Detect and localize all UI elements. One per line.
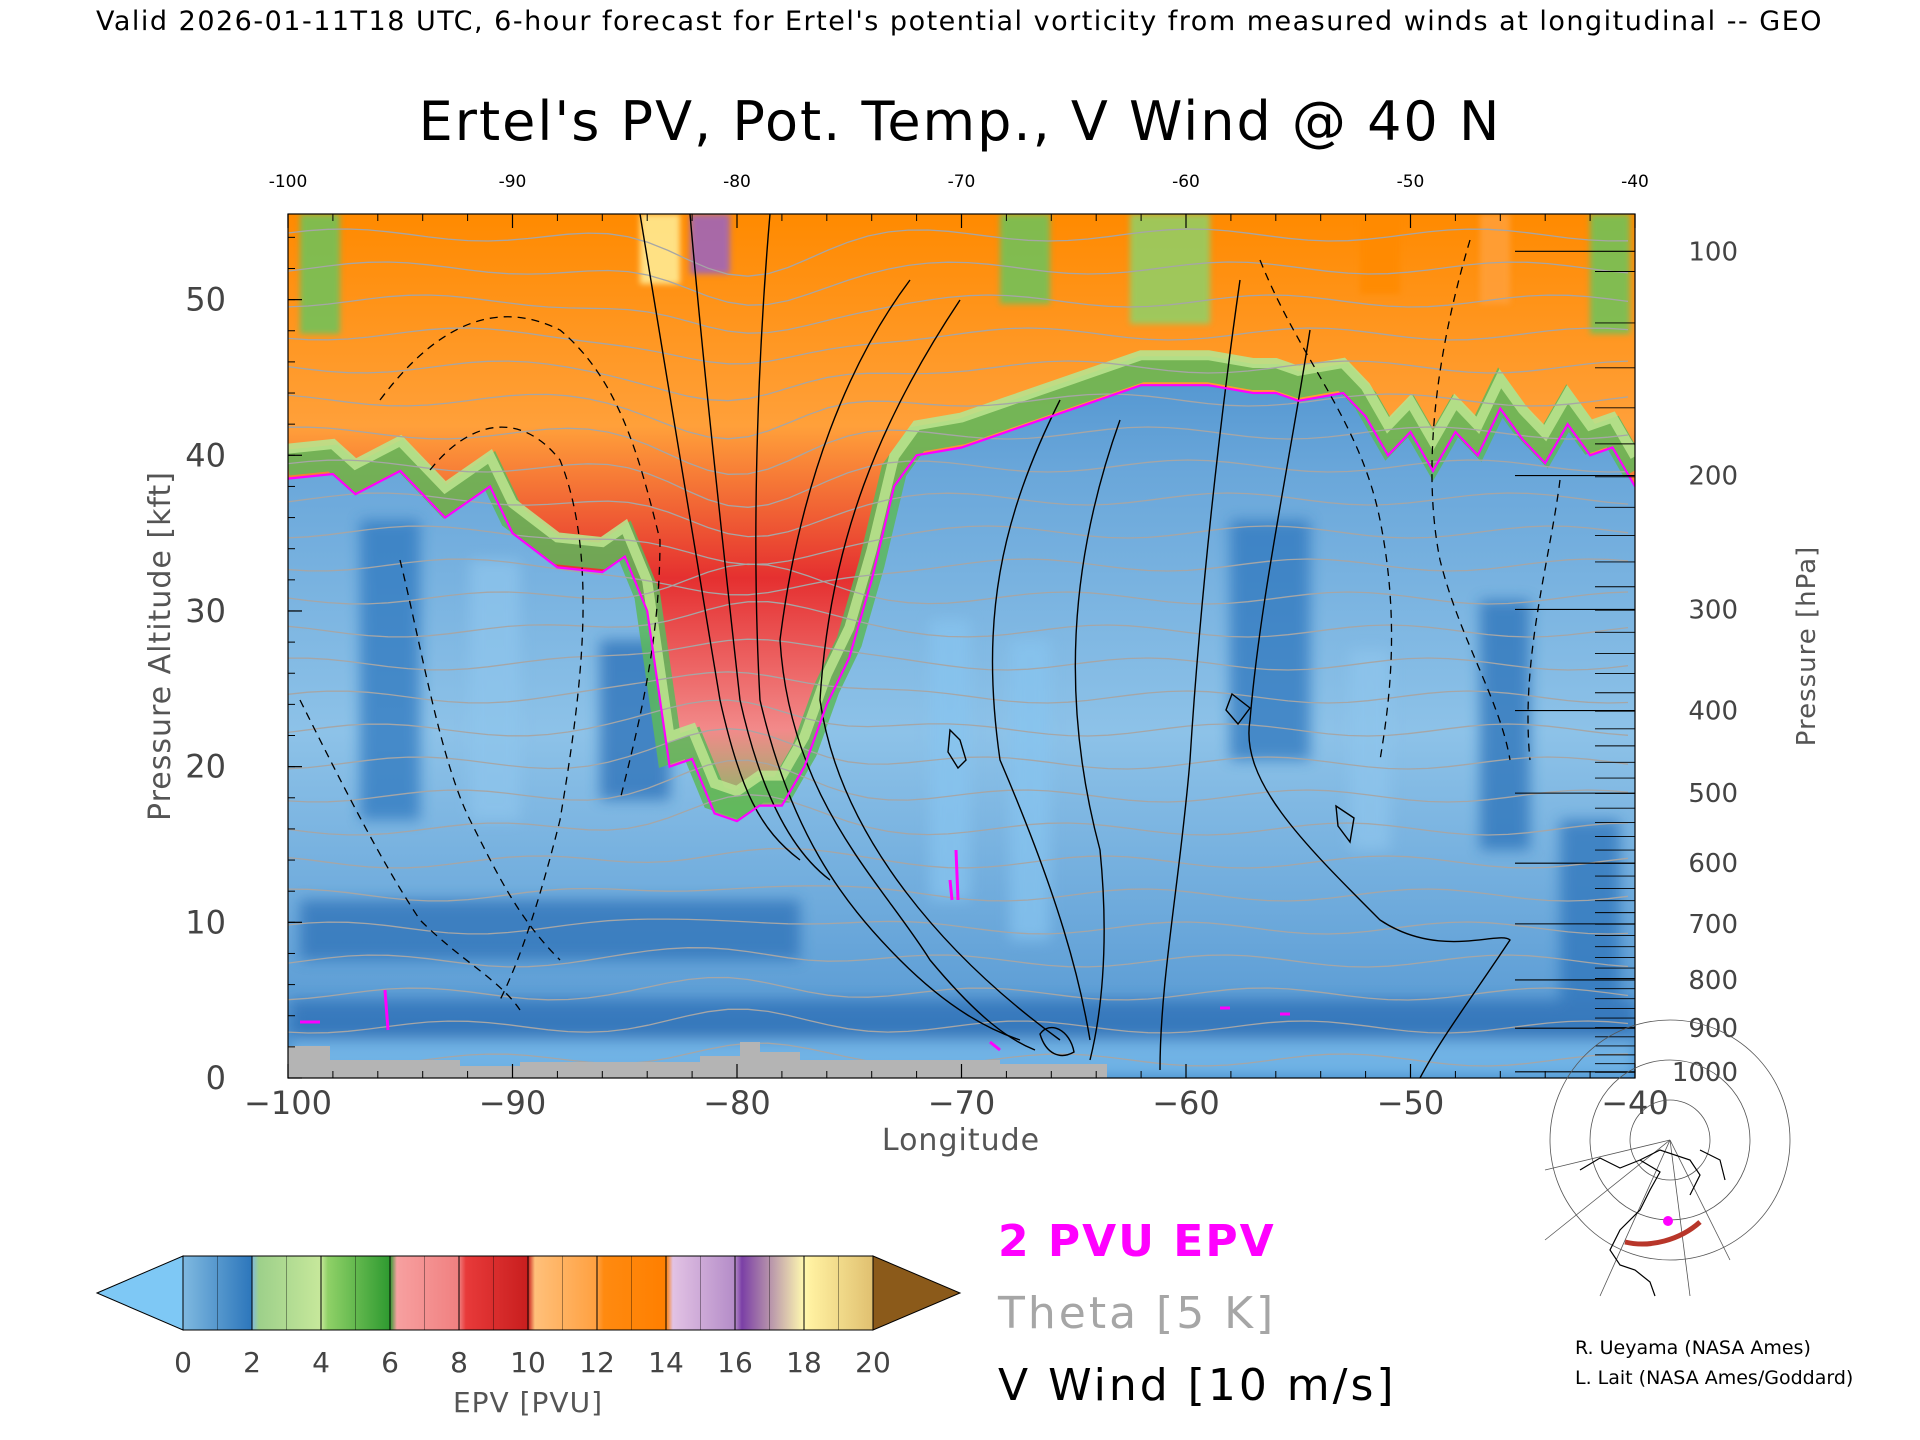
theta-contour xyxy=(288,294,1629,334)
x-tick-label: −70 xyxy=(928,1084,996,1122)
legend-vwind: V Wind [10 m/s] xyxy=(998,1360,1397,1411)
terrain xyxy=(288,1042,1107,1078)
theta-contour xyxy=(288,459,1629,508)
theta-contour xyxy=(288,794,1629,836)
credit-line-1: R. Ueyama (NASA Ames) xyxy=(1575,1337,1811,1359)
vwind-contours xyxy=(639,214,1511,1078)
legend-2pvu: 2 PVU EPV xyxy=(998,1216,1276,1267)
y-axis-right: 1000 900 800 700 600 500 400 300 200 100 xyxy=(1515,237,1738,1088)
theta-contour xyxy=(288,558,1629,596)
pressure-tick-label: 100 xyxy=(1688,237,1738,267)
y-tick-label: 40 xyxy=(185,436,226,474)
pressure-tick-label: 700 xyxy=(1688,910,1738,940)
y-axis-left: 0 10 20 30 40 50 xyxy=(185,236,302,1097)
colorbar-tick-label: 8 xyxy=(450,1346,468,1379)
x-top-tick-label: -80 xyxy=(723,172,751,192)
theta-contour xyxy=(288,393,1629,440)
y2-axis-label: Pressure [hPa] xyxy=(1792,546,1822,747)
pressure-tick-label: 300 xyxy=(1688,595,1738,625)
y-tick-label: 30 xyxy=(185,592,226,630)
pressure-tick-label: 400 xyxy=(1688,697,1738,727)
theta-contour xyxy=(288,976,1629,1001)
valid-line: Valid 2026-01-11T18 UTC, 6-hour forecast… xyxy=(96,6,1823,37)
x-axis-label: Longitude xyxy=(882,1123,1040,1158)
colorbar-tick-label: 6 xyxy=(381,1346,399,1379)
credit-line-2: L. Lait (NASA Ames/Goddard) xyxy=(1575,1367,1853,1389)
x-top-tick-label: -90 xyxy=(499,172,527,192)
y-axis-label: Pressure Altitude [kft] xyxy=(143,471,178,821)
theta-contour xyxy=(288,563,1629,605)
chart-title: Ertel's PV, Pot. Temp., V Wind @ 40 N xyxy=(419,90,1502,153)
x-top-tick-label: -50 xyxy=(1397,172,1425,192)
theta-contour xyxy=(288,727,1629,770)
theta-contour xyxy=(288,360,1629,402)
pressure-tick-label: 800 xyxy=(1688,966,1738,996)
x-tick-label: −80 xyxy=(703,1084,771,1122)
colorbar-tick-label: 4 xyxy=(312,1346,330,1379)
x-top-tick-label: -40 xyxy=(1621,172,1649,192)
theta-contour xyxy=(288,1008,1629,1034)
pressure-tick-label: 500 xyxy=(1688,779,1738,809)
legend: 2 PVU EPV Theta [5 K] V Wind [10 m/s] xyxy=(997,1216,1397,1411)
theta-contour xyxy=(288,261,1629,306)
theta-contour xyxy=(288,759,1629,803)
theta-contour xyxy=(288,426,1629,475)
theta-contour xyxy=(288,638,1629,671)
colorbar-tick-label: 2 xyxy=(243,1346,261,1379)
theta-contour xyxy=(288,601,1629,638)
theta-contour xyxy=(288,228,1629,277)
pressure-tick-label: 1000 xyxy=(1672,1058,1738,1088)
colorbar-tick-label: 10 xyxy=(510,1346,546,1379)
theta-contour xyxy=(288,327,1629,365)
epv-colorbar: 0 2 4 6 8 10 12 14 16 18 20 EPV [PVU] xyxy=(95,1255,962,1419)
north-america-outline xyxy=(1579,1149,1726,1297)
x-top-tick-label: -100 xyxy=(269,172,308,192)
colorbar-tick-label: 0 xyxy=(174,1346,192,1379)
theta-contour xyxy=(288,947,1629,968)
colorbar-tick-label: 16 xyxy=(717,1346,753,1379)
y-tick-label: 0 xyxy=(206,1059,226,1097)
epv-field xyxy=(288,214,1635,1078)
pressure-tick-label: 600 xyxy=(1688,849,1738,879)
colorbar-tick-label: 14 xyxy=(648,1346,684,1379)
x-top-tick-label: -60 xyxy=(1172,172,1200,192)
pressure-tick-label: 200 xyxy=(1688,462,1738,492)
theta-contour xyxy=(288,671,1629,704)
x-tick-label: −40 xyxy=(1601,1084,1669,1122)
colorbar-tick-label: 12 xyxy=(579,1346,615,1379)
theta-contour xyxy=(288,525,1629,566)
colorbar-tick-label: 20 xyxy=(855,1346,891,1379)
y-tick-label: 10 xyxy=(185,903,226,941)
colorbar-under-triangle xyxy=(95,1255,184,1331)
x-tick-label: −90 xyxy=(479,1084,547,1122)
colorbar-over-triangle xyxy=(872,1255,962,1331)
cross-section-track xyxy=(1624,1220,1702,1247)
vwind-negative-contours xyxy=(299,239,1561,1011)
legend-theta: Theta [5 K] xyxy=(997,1288,1276,1339)
location-marker xyxy=(1663,1216,1673,1226)
x-tick-label: −60 xyxy=(1152,1084,1220,1122)
locator-map xyxy=(1538,1019,1791,1297)
x-top-tick-label: -70 xyxy=(948,172,976,192)
theta-contour xyxy=(288,492,1629,538)
y-tick-label: 20 xyxy=(185,748,226,786)
x-tick-label: −100 xyxy=(244,1084,332,1122)
colorbar-label: EPV [PVU] xyxy=(453,1386,603,1419)
theta-contour xyxy=(288,699,1629,737)
x-axis-bottom: −100 −90 −80 −70 −60 −50 −40 xyxy=(244,214,1669,1122)
theta-contour xyxy=(288,918,1629,935)
two-pvu-line xyxy=(288,384,1635,823)
x-axis-top: -100 -90 -80 -70 -60 -50 -40 xyxy=(269,172,1649,228)
colorbar-tick-label: 18 xyxy=(786,1346,822,1379)
x-tick-label: −50 xyxy=(1377,1084,1445,1122)
y-tick-label: 50 xyxy=(185,281,226,319)
pressure-tick-label: 900 xyxy=(1688,1014,1738,1044)
